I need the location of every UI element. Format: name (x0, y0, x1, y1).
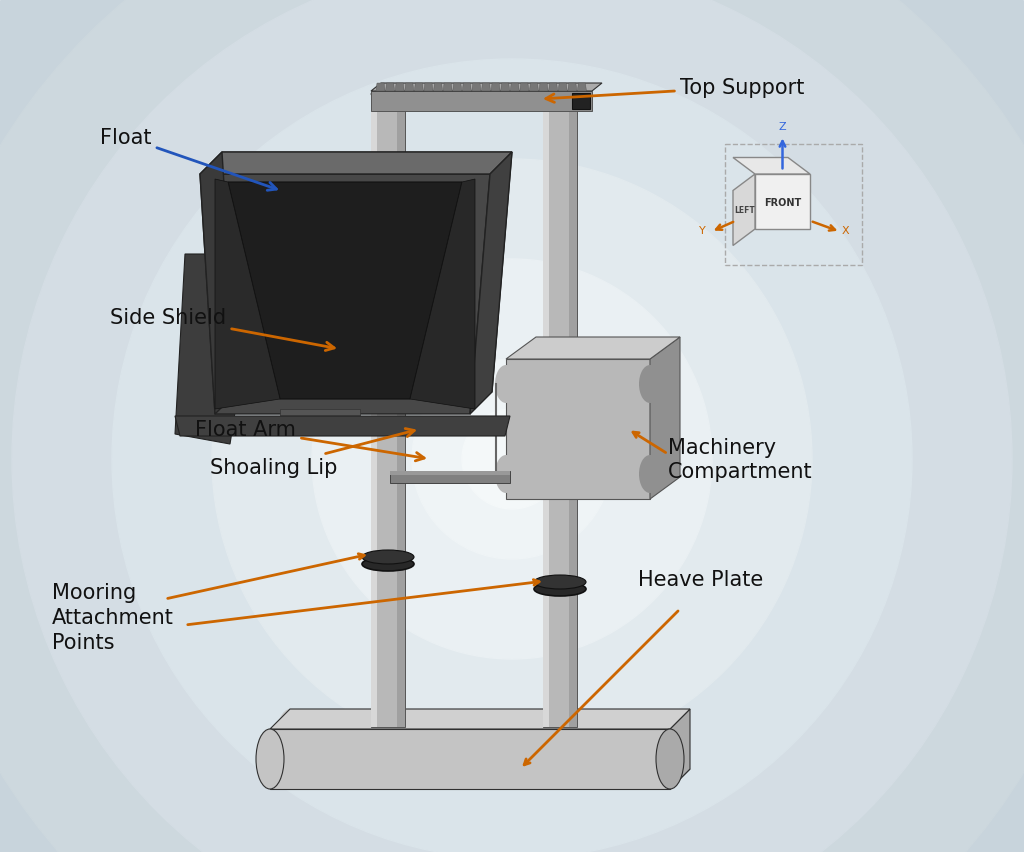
Polygon shape (410, 180, 475, 410)
Polygon shape (386, 83, 394, 92)
Ellipse shape (639, 366, 662, 404)
Bar (572, 94, 590, 110)
Polygon shape (215, 180, 280, 410)
Polygon shape (650, 337, 680, 499)
Ellipse shape (534, 582, 586, 596)
Polygon shape (492, 83, 500, 92)
Polygon shape (228, 183, 462, 400)
Ellipse shape (543, 90, 577, 100)
Text: LEFT: LEFT (735, 206, 756, 215)
Text: Shoaling Lip: Shoaling Lip (210, 429, 415, 477)
Ellipse shape (362, 557, 414, 572)
Ellipse shape (639, 456, 662, 493)
Bar (543, 95, 549, 727)
Ellipse shape (656, 729, 684, 789)
Polygon shape (472, 83, 481, 92)
Ellipse shape (276, 709, 304, 769)
Ellipse shape (371, 90, 406, 100)
Polygon shape (453, 83, 462, 92)
Bar (270, 729, 670, 789)
Circle shape (312, 260, 712, 659)
Polygon shape (200, 153, 512, 175)
Ellipse shape (495, 366, 517, 404)
Polygon shape (270, 769, 690, 789)
Polygon shape (175, 255, 260, 445)
Polygon shape (443, 83, 453, 92)
Circle shape (412, 360, 612, 560)
Polygon shape (506, 337, 680, 360)
Bar (543, 95, 577, 727)
Polygon shape (175, 417, 510, 436)
Text: Float Arm: Float Arm (195, 419, 424, 461)
Polygon shape (390, 471, 510, 483)
Polygon shape (200, 175, 490, 415)
Polygon shape (670, 709, 690, 789)
Bar (371, 92, 592, 112)
Polygon shape (390, 471, 510, 475)
Text: Machinery
Compartment: Machinery Compartment (668, 437, 813, 482)
Polygon shape (510, 83, 519, 92)
Circle shape (462, 410, 562, 509)
Polygon shape (558, 83, 567, 92)
Bar (569, 95, 577, 727)
Polygon shape (733, 175, 755, 246)
Bar (755, 175, 810, 230)
Circle shape (212, 160, 812, 759)
Polygon shape (539, 83, 548, 92)
Polygon shape (501, 83, 510, 92)
Text: FRONT: FRONT (764, 198, 801, 207)
Text: Z: Z (778, 122, 786, 132)
Polygon shape (568, 83, 577, 92)
Polygon shape (371, 83, 602, 92)
Text: Top Support: Top Support (546, 78, 805, 103)
Polygon shape (481, 83, 490, 92)
Bar (397, 95, 406, 727)
Polygon shape (529, 83, 539, 92)
Bar (371, 95, 406, 727)
Text: Mooring
Attachment
Points: Mooring Attachment Points (52, 583, 174, 652)
Polygon shape (578, 83, 587, 92)
Polygon shape (433, 83, 442, 92)
Circle shape (112, 60, 912, 852)
Bar (506, 360, 650, 499)
Bar (725, 145, 862, 266)
Text: Float: Float (100, 128, 276, 191)
Polygon shape (404, 83, 414, 92)
Polygon shape (415, 83, 423, 92)
Polygon shape (222, 153, 512, 393)
Ellipse shape (534, 575, 586, 590)
Polygon shape (270, 709, 690, 729)
Ellipse shape (362, 550, 414, 564)
Polygon shape (424, 83, 433, 92)
Polygon shape (395, 83, 404, 92)
Bar (371, 95, 377, 727)
Polygon shape (376, 83, 385, 92)
Polygon shape (200, 153, 237, 415)
Polygon shape (549, 83, 558, 92)
Text: Y: Y (698, 226, 706, 236)
Ellipse shape (495, 456, 517, 493)
Polygon shape (462, 83, 471, 92)
Ellipse shape (256, 729, 284, 789)
Polygon shape (280, 410, 360, 423)
Text: X: X (842, 226, 850, 236)
Text: Side Shield: Side Shield (110, 308, 334, 351)
Polygon shape (520, 83, 528, 92)
Polygon shape (470, 153, 512, 415)
Polygon shape (733, 158, 810, 175)
Circle shape (12, 0, 1012, 852)
Text: Heave Plate: Heave Plate (638, 569, 763, 590)
